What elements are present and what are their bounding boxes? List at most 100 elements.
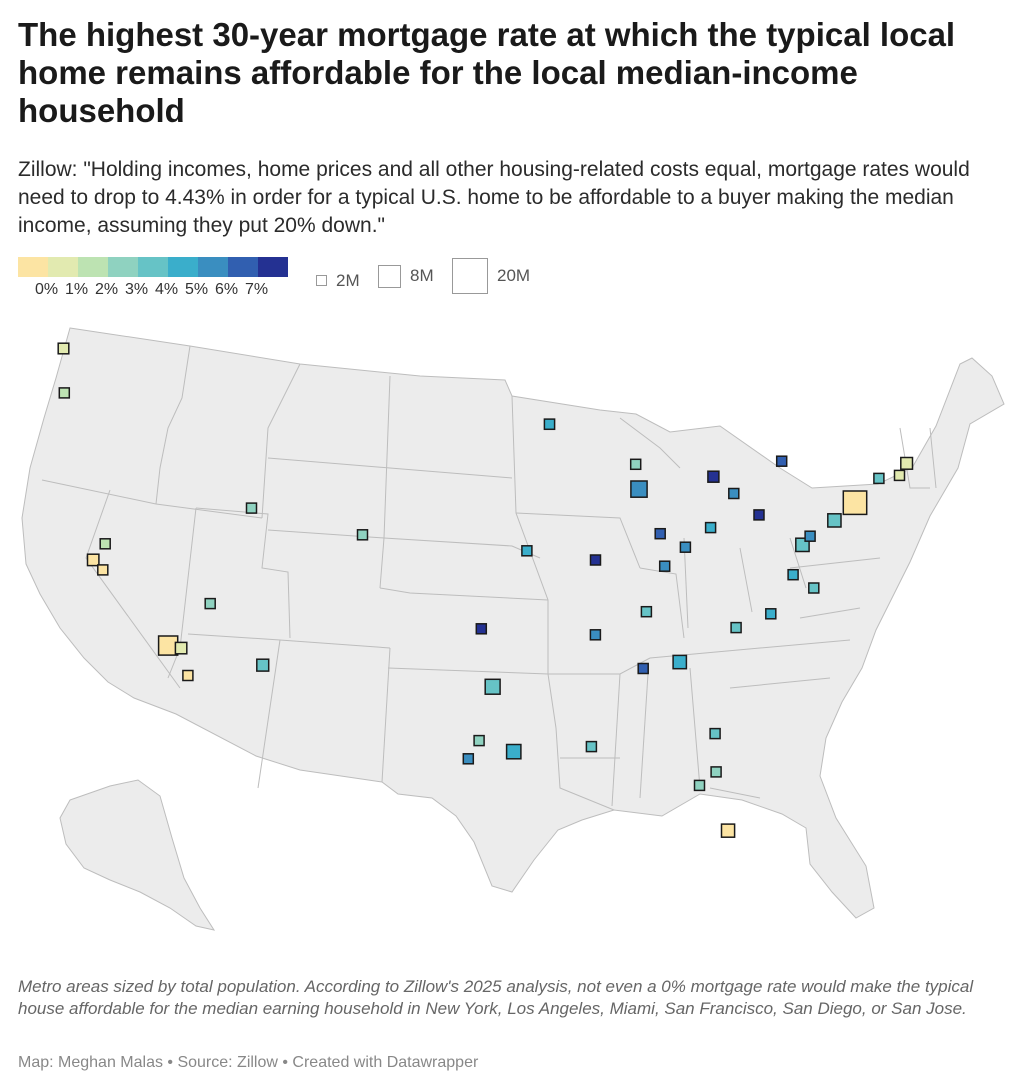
size-legend-label: 2M: [336, 270, 360, 290]
metro-marker-sacramento[interactable]: [99, 538, 111, 550]
metro-marker-new-york[interactable]: [842, 490, 868, 516]
state-border: [195, 507, 291, 639]
state-border: [155, 345, 191, 505]
metro-marker-pittsburgh[interactable]: [753, 509, 765, 521]
metro-marker-oklahoma-city[interactable]: [475, 623, 488, 635]
metro-marker-cincinnati[interactable]: [679, 541, 692, 553]
metro-marker-louisville[interactable]: [658, 560, 671, 572]
metro-marker-detroit[interactable]: [707, 470, 720, 483]
size-legend-item: 2M: [316, 271, 360, 291]
metro-marker-indianapolis[interactable]: [654, 527, 666, 540]
metro-markers: [57, 342, 914, 838]
state-border: [789, 557, 881, 569]
state-border: [257, 639, 281, 789]
metro-marker-denver[interactable]: [356, 529, 369, 541]
size-legend-label: 8M: [410, 266, 434, 285]
alaska-landmass: [59, 779, 216, 931]
state-border: [799, 607, 861, 619]
color-legend-ticks: 0% 1% 2% 3% 4% 5% 6% 7%: [18, 277, 308, 299]
metro-marker-austin[interactable]: [473, 734, 485, 747]
color-legend: 0% 1% 2% 3% 4% 5% 6% 7%: [18, 257, 308, 299]
metro-marker-boston[interactable]: [900, 456, 914, 470]
legend-swatch: [168, 257, 198, 277]
metro-marker-milwaukee[interactable]: [629, 458, 642, 471]
state-border: [619, 417, 681, 469]
state-border: [381, 647, 391, 783]
contiguous-us-landmass: [21, 327, 1005, 919]
state-border: [639, 567, 685, 639]
metro-marker-phoenix[interactable]: [256, 658, 270, 672]
us-map: [0, 318, 1024, 958]
metro-marker-raleigh[interactable]: [765, 608, 777, 620]
map-title: The highest 30-year mortgage rate at whi…: [18, 16, 956, 129]
legend-swatch: [18, 257, 48, 277]
metro-marker-san-francisco[interactable]: [86, 553, 100, 567]
metro-marker-san-antonio[interactable]: [462, 753, 475, 765]
metro-marker-san-diego[interactable]: [182, 669, 194, 682]
legend-tick-label: 5%: [185, 281, 209, 298]
metro-marker-hartford[interactable]: [873, 472, 885, 485]
legend-swatch: [48, 257, 78, 277]
metro-marker-salt-lake-city[interactable]: [245, 502, 258, 514]
legend-swatch: [198, 257, 228, 277]
metro-marker-miami[interactable]: [720, 823, 736, 838]
metro-marker-san-jose[interactable]: [97, 564, 109, 576]
metro-marker-jacksonville[interactable]: [709, 727, 721, 740]
metro-marker-charlotte[interactable]: [730, 621, 742, 634]
metro-marker-providence[interactable]: [893, 469, 906, 482]
state-border: [639, 673, 649, 799]
map-svg: [21, 327, 1005, 931]
map-notes: Metro areas sized by total population. A…: [18, 977, 974, 1018]
metro-marker-orlando[interactable]: [710, 766, 722, 778]
metro-marker-las-vegas[interactable]: [204, 597, 216, 610]
metro-marker-portland[interactable]: [58, 387, 71, 399]
metro-marker-columbus[interactable]: [704, 521, 717, 534]
state-border: [261, 363, 301, 519]
metro-marker-bellingham-seattle[interactable]: [57, 342, 70, 355]
metro-marker-virginia-beach[interactable]: [808, 582, 820, 594]
metro-marker-buffalo[interactable]: [775, 455, 788, 467]
size-legend-square: [316, 275, 327, 286]
metro-marker-minneapolis[interactable]: [543, 418, 556, 431]
metro-marker-baltimore[interactable]: [804, 530, 816, 542]
legend-swatch: [138, 257, 168, 277]
state-border: [379, 587, 549, 601]
legend-tick-label: 6%: [215, 281, 239, 298]
metro-marker-cleveland[interactable]: [728, 487, 740, 500]
legend-tick-label: 0%: [35, 281, 59, 298]
metro-marker-chicago[interactable]: [630, 480, 648, 498]
metro-marker-tampa[interactable]: [693, 779, 706, 792]
size-legend-square: [378, 264, 401, 288]
metro-marker-richmond[interactable]: [787, 568, 799, 581]
metro-marker-dallas[interactable]: [484, 678, 501, 695]
state-border: [267, 457, 513, 479]
state-border: [515, 512, 641, 569]
metro-marker-houston[interactable]: [505, 743, 522, 760]
state-border: [899, 427, 930, 489]
byline: Map: Meghan Malas • Source: Zillow • Cre…: [18, 1054, 479, 1071]
legend-swatch: [258, 257, 288, 277]
size-legend-square: [452, 258, 488, 294]
state-border: [739, 547, 753, 613]
metro-marker-nashville[interactable]: [640, 605, 653, 618]
metro-marker-memphis[interactable]: [589, 629, 602, 641]
state-border: [155, 503, 263, 519]
state-border: [789, 537, 807, 589]
size-legend-item: 20M: [452, 258, 530, 294]
state-border: [729, 677, 831, 689]
metro-marker-new-orleans[interactable]: [585, 740, 598, 753]
metro-marker-riverside[interactable]: [174, 641, 188, 655]
metro-marker-philadelphia[interactable]: [827, 513, 842, 528]
color-legend-swatches: [18, 257, 308, 277]
size-legend-item: 8M: [378, 264, 434, 288]
state-border: [555, 727, 615, 811]
metro-marker-atlanta[interactable]: [672, 654, 688, 670]
state-border: [689, 667, 701, 789]
metro-marker-birmingham[interactable]: [637, 662, 649, 675]
state-border: [41, 479, 157, 505]
legend-swatch: [108, 257, 138, 277]
metro-marker-kansas-city[interactable]: [521, 545, 533, 557]
legend-tick-label: 7%: [245, 281, 269, 298]
legend-tick-label: 3%: [125, 281, 149, 298]
metro-marker-st-louis[interactable]: [589, 554, 602, 566]
